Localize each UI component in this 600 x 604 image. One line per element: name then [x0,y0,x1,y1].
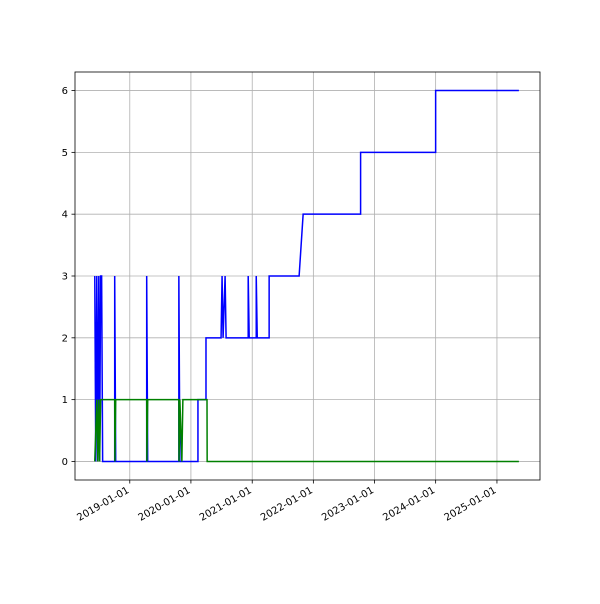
y-tick-label: 1 [62,395,68,406]
x-tick-label: 2025-01-01 [443,485,499,524]
x-tick-label: 2022-01-01 [259,485,315,524]
x-tick-label: 2023-01-01 [320,485,376,524]
x-tick-label: 2021-01-01 [198,485,254,524]
x-tick-label: 2020-01-01 [137,485,193,524]
y-tick-label: 4 [62,210,68,221]
y-tick-label: 6 [62,86,68,97]
y-tick-label: 3 [62,272,68,283]
y-tick-label: 2 [62,333,68,344]
axes-frame [74,71,541,481]
y-tick-label: 0 [62,457,68,468]
x-tick-label: 2019-01-01 [75,485,131,524]
y-tick-label: 5 [62,148,68,159]
line [94,89,519,463]
line [94,398,519,463]
x-tick-label: 2024-01-01 [381,485,437,524]
